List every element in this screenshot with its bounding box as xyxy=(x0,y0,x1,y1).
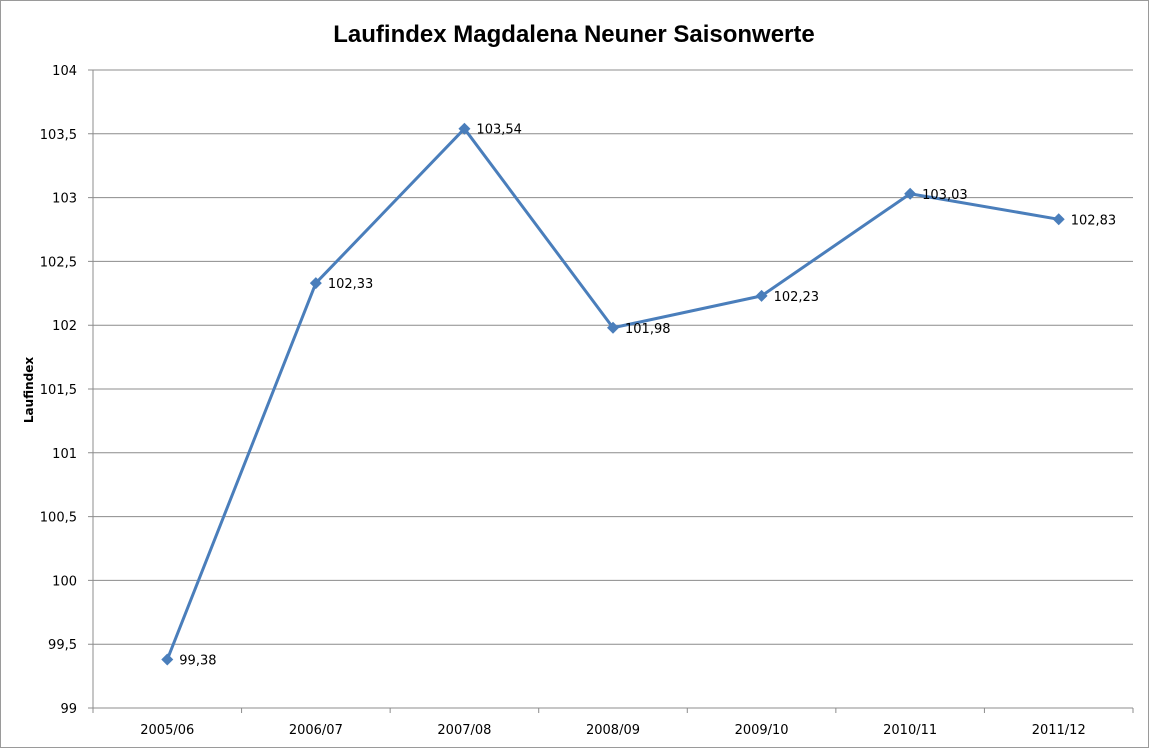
y-tick-label: 102 xyxy=(52,319,77,334)
x-tick-label: 2011/12 xyxy=(1032,723,1086,738)
y-tick-label: 101 xyxy=(52,447,77,462)
data-point-marker xyxy=(458,122,471,135)
chart-title: Laufindex Magdalena Neuner Saisonwerte xyxy=(333,21,814,48)
data-label: 102,83 xyxy=(1071,213,1117,228)
data-point-marker xyxy=(904,187,917,200)
data-label: 102,33 xyxy=(328,277,374,292)
data-label: 103,03 xyxy=(922,188,968,203)
x-tick-label: 2010/11 xyxy=(883,723,937,738)
y-tick-label: 100 xyxy=(52,574,77,589)
y-tick-label: 103 xyxy=(52,192,77,207)
y-tick-label: 102,5 xyxy=(40,255,77,270)
series-polyline xyxy=(165,127,1059,661)
y-tick-label: 101,5 xyxy=(40,383,77,398)
data-point-marker xyxy=(607,321,619,334)
x-tick-label: 2007/08 xyxy=(437,723,491,738)
x-tick-label: 2006/07 xyxy=(289,723,343,738)
x-tick-label: 2008/09 xyxy=(586,723,640,738)
y-tick-label: 103,5 xyxy=(40,128,77,143)
x-tick-label: 2005/06 xyxy=(140,723,194,738)
x-tick-label: 2009/10 xyxy=(735,723,789,738)
y-tick-label: 100,5 xyxy=(40,511,77,526)
data-markers xyxy=(161,122,1065,666)
data-point-marker xyxy=(755,289,768,302)
data-label: 101,98 xyxy=(625,322,671,337)
gridlines xyxy=(88,69,1133,709)
data-labels: 99,38 102,33 103,54 101,98 102,23 103,03 102,8… xyxy=(179,123,1116,669)
data-label: 103,54 xyxy=(476,123,522,138)
data-point-marker xyxy=(1052,213,1065,226)
y-tick-label: 104 xyxy=(52,64,77,79)
axes xyxy=(92,70,1134,713)
data-point-marker xyxy=(161,653,174,666)
data-label: 99,38 xyxy=(179,654,216,669)
data-point-marker xyxy=(309,277,322,290)
y-tick-label: 99 xyxy=(60,702,77,717)
data-label: 102,23 xyxy=(774,290,820,305)
y-tick-labels: 99 99,5 100 100,5 101 101,5 102 102,5 103 103,5 10… xyxy=(40,64,77,717)
series-line xyxy=(165,127,1059,661)
y-axis-title: Laufindex xyxy=(22,357,36,423)
x-tick-labels: 2005/06 2006/07 2007/08 2008/09 2009/10 2010/… xyxy=(140,723,1085,738)
y-tick-label: 99,5 xyxy=(48,638,77,653)
